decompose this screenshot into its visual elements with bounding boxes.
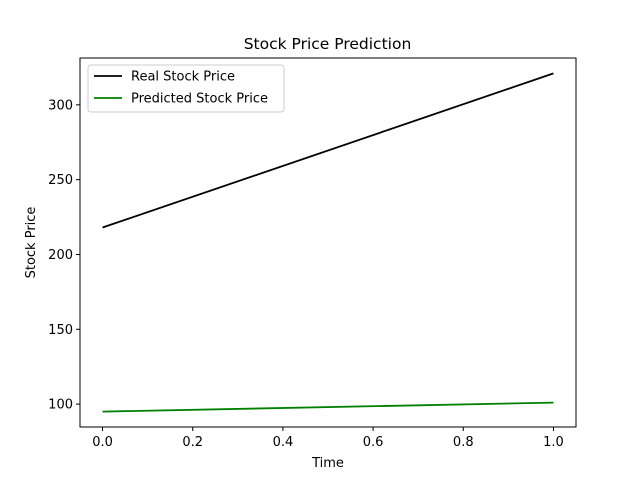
legend: Real Stock Price Predicted Stock Price [87, 64, 285, 113]
y-tick-label: 150 [48, 323, 73, 338]
legend-entry: Predicted Stock Price [131, 92, 268, 107]
legend-entry: Real Stock Price [131, 70, 235, 85]
plot-frame [79, 57, 577, 428]
y-axis-ticks: 100 150 200 250 300 [48, 98, 80, 413]
x-tick-label: 0.6 [363, 435, 384, 450]
x-tick-label: 0.2 [182, 435, 203, 450]
y-tick-label: 250 [48, 173, 73, 188]
y-axis-label: Stock Price [24, 207, 39, 279]
series-line-0 [102, 72, 554, 229]
y-tick-label: 200 [48, 248, 73, 263]
chart-title: Stock Price Prediction [244, 35, 412, 53]
series-line-1 [102, 401, 554, 413]
legend-box [87, 64, 285, 113]
x-tick-label: 0.0 [92, 435, 113, 450]
x-tick-label: 0.4 [273, 435, 294, 450]
x-tick-label: 1.0 [543, 435, 564, 450]
x-axis-label: Time [311, 456, 344, 471]
y-tick-label: 300 [48, 98, 73, 113]
series-lines [102, 72, 554, 413]
x-tick-label: 0.8 [453, 435, 474, 450]
x-axis-ticks: 0.0 0.2 0.4 0.6 0.8 1.0 [92, 427, 564, 450]
y-tick-label: 100 [48, 398, 73, 413]
